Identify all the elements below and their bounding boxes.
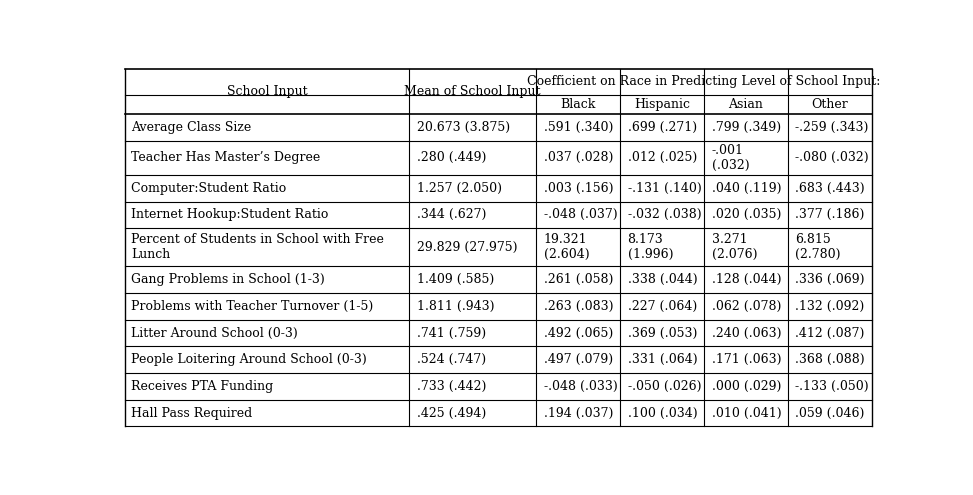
Text: -.259 (.343): -.259 (.343): [796, 121, 869, 134]
Text: .171 (.063): .171 (.063): [711, 353, 781, 366]
Text: .425 (.494): .425 (.494): [416, 406, 486, 420]
Text: 1.811 (.943): 1.811 (.943): [416, 300, 494, 313]
Text: Mean of School Input: Mean of School Input: [405, 85, 541, 98]
Text: Average Class Size: Average Class Size: [131, 121, 252, 134]
Text: .100 (.034): .100 (.034): [628, 406, 697, 420]
Text: -.032 (.038): -.032 (.038): [628, 208, 702, 221]
Text: Black: Black: [560, 98, 595, 111]
Text: .799 (.349): .799 (.349): [711, 121, 780, 134]
Text: .194 (.037): .194 (.037): [544, 406, 613, 420]
Text: Receives PTA Funding: Receives PTA Funding: [131, 380, 273, 393]
Text: .741 (.759): .741 (.759): [416, 327, 486, 340]
Text: .037 (.028): .037 (.028): [544, 151, 613, 164]
Text: Teacher Has Master’s Degree: Teacher Has Master’s Degree: [131, 151, 321, 164]
Text: .733 (.442): .733 (.442): [416, 380, 486, 393]
Text: -.080 (.032): -.080 (.032): [796, 151, 869, 164]
Text: .368 (.088): .368 (.088): [796, 353, 865, 366]
Text: .020 (.035): .020 (.035): [711, 208, 781, 221]
Text: Asian: Asian: [729, 98, 764, 111]
Text: Computer:Student Ratio: Computer:Student Ratio: [131, 182, 287, 195]
Text: .591 (.340): .591 (.340): [544, 121, 613, 134]
Text: .062 (.078): .062 (.078): [711, 300, 781, 313]
Text: .010 (.041): .010 (.041): [711, 406, 781, 420]
Text: .280 (.449): .280 (.449): [416, 151, 486, 164]
Text: .497 (.079): .497 (.079): [544, 353, 613, 366]
Text: 20.673 (3.875): 20.673 (3.875): [416, 121, 510, 134]
Text: Coefficient on Race in Predicting Level of School Input:: Coefficient on Race in Predicting Level …: [527, 75, 881, 89]
Text: .412 (.087): .412 (.087): [796, 327, 865, 340]
Text: -.048 (.033): -.048 (.033): [544, 380, 617, 393]
Text: .132 (.092): .132 (.092): [796, 300, 865, 313]
Text: 3.271
(2.076): 3.271 (2.076): [711, 233, 757, 261]
Text: .344 (.627): .344 (.627): [416, 208, 486, 221]
Text: Problems with Teacher Turnover (1-5): Problems with Teacher Turnover (1-5): [131, 300, 374, 313]
Text: 6.815
(2.780): 6.815 (2.780): [796, 233, 841, 261]
Text: 1.257 (2.050): 1.257 (2.050): [416, 182, 502, 195]
Text: .492 (.065): .492 (.065): [544, 327, 613, 340]
Text: Other: Other: [811, 98, 848, 111]
Text: 29.829 (27.975): 29.829 (27.975): [416, 241, 517, 254]
Text: .040 (.119): .040 (.119): [711, 182, 781, 195]
Text: Hispanic: Hispanic: [634, 98, 690, 111]
Text: Internet Hookup:Student Ratio: Internet Hookup:Student Ratio: [131, 208, 329, 221]
Text: -.133 (.050): -.133 (.050): [796, 380, 869, 393]
Text: .369 (.053): .369 (.053): [628, 327, 697, 340]
Text: .227 (.064): .227 (.064): [628, 300, 697, 313]
Text: .240 (.063): .240 (.063): [711, 327, 781, 340]
Text: -.001
(.032): -.001 (.032): [711, 144, 749, 172]
Text: Percent of Students in School with Free
Lunch: Percent of Students in School with Free …: [131, 233, 384, 261]
Text: Hall Pass Required: Hall Pass Required: [131, 406, 253, 420]
Text: .261 (.058): .261 (.058): [544, 273, 613, 286]
Text: .059 (.046): .059 (.046): [796, 406, 865, 420]
Text: .003 (.156): .003 (.156): [544, 182, 613, 195]
Text: .683 (.443): .683 (.443): [796, 182, 865, 195]
Text: People Loitering Around School (0-3): People Loitering Around School (0-3): [131, 353, 367, 366]
Text: .377 (.186): .377 (.186): [796, 208, 865, 221]
Text: .524 (.747): .524 (.747): [416, 353, 486, 366]
Text: .331 (.064): .331 (.064): [628, 353, 697, 366]
Text: .338 (.044): .338 (.044): [628, 273, 697, 286]
Text: 19.321
(2.604): 19.321 (2.604): [544, 233, 590, 261]
Text: 8.173
(1.996): 8.173 (1.996): [628, 233, 673, 261]
Text: -.048 (.037): -.048 (.037): [544, 208, 617, 221]
Text: Gang Problems in School (1-3): Gang Problems in School (1-3): [131, 273, 325, 286]
Text: .336 (.069): .336 (.069): [796, 273, 865, 286]
Text: .012 (.025): .012 (.025): [628, 151, 697, 164]
Text: .000 (.029): .000 (.029): [711, 380, 781, 393]
Text: .263 (.083): .263 (.083): [544, 300, 613, 313]
Text: School Input: School Input: [227, 85, 307, 98]
Text: -.131 (.140): -.131 (.140): [628, 182, 702, 195]
Text: Litter Around School (0-3): Litter Around School (0-3): [131, 327, 298, 340]
Text: .699 (.271): .699 (.271): [628, 121, 697, 134]
Text: -.050 (.026): -.050 (.026): [628, 380, 701, 393]
Text: .128 (.044): .128 (.044): [711, 273, 781, 286]
Text: 1.409 (.585): 1.409 (.585): [416, 273, 494, 286]
